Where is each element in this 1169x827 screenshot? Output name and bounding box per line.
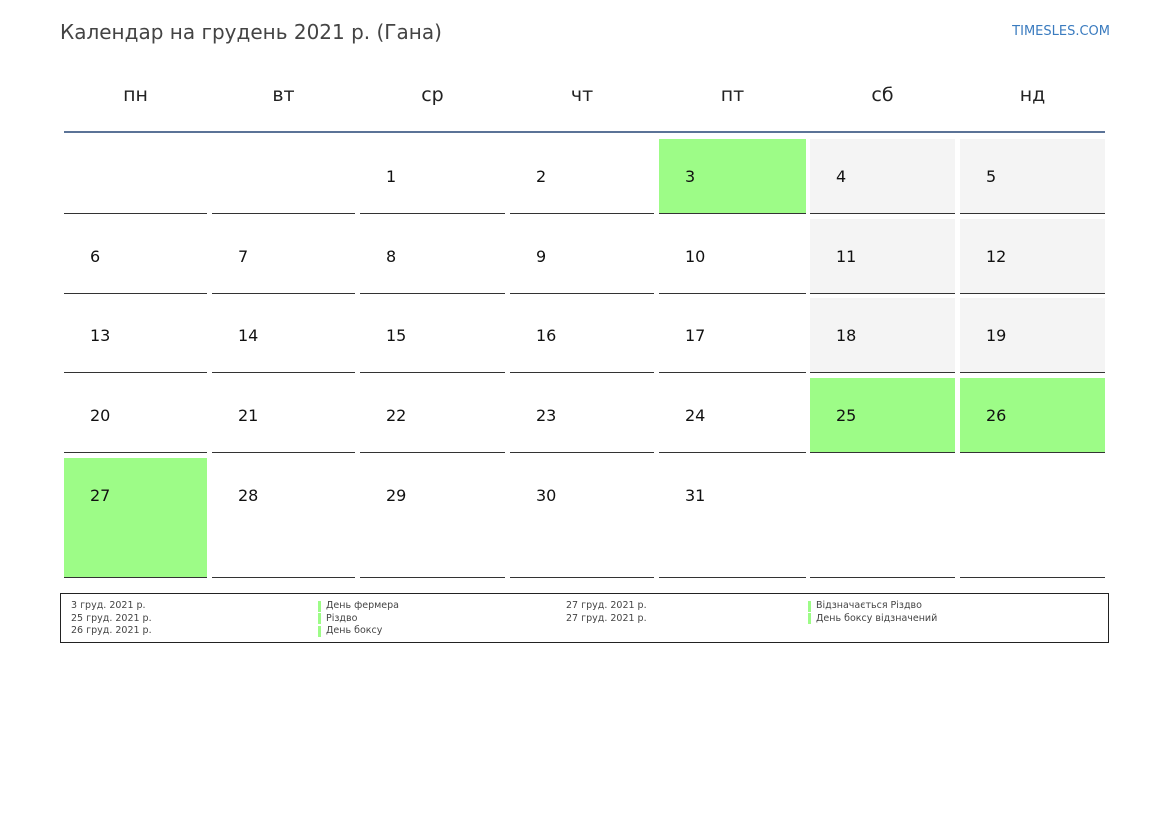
day-number: 6 xyxy=(90,247,101,266)
day-cell: 23 xyxy=(510,378,654,453)
weekday-label: пн xyxy=(123,84,148,106)
day-cell: 28 xyxy=(212,458,355,578)
day-cell: 29 xyxy=(360,458,505,578)
day-number: 2 xyxy=(536,167,547,186)
day-cell: 12 xyxy=(960,219,1105,294)
weekday-label: ср xyxy=(421,84,444,106)
day-number: 22 xyxy=(386,406,407,425)
day-number: 1 xyxy=(386,167,397,186)
day-number: 10 xyxy=(685,247,706,266)
day-cell: 27 xyxy=(64,458,207,578)
weekday-label: сб xyxy=(871,84,894,106)
day-number: 11 xyxy=(836,247,857,266)
day-cell: 15 xyxy=(360,298,505,373)
day-cell: 9 xyxy=(510,219,654,294)
day-number: 13 xyxy=(90,326,111,345)
day-number: 31 xyxy=(685,486,706,505)
day-cell: 25 xyxy=(810,378,955,453)
page-title: Календар на грудень 2021 р. (Гана) xyxy=(60,20,442,44)
header-divider xyxy=(64,131,1105,133)
day-cell: 3 xyxy=(659,139,806,214)
empty-day-cell xyxy=(810,458,955,578)
legend-holiday-name: Різдво xyxy=(326,612,358,624)
day-cell: 1 xyxy=(360,139,505,214)
day-number: 12 xyxy=(986,247,1007,266)
day-number: 17 xyxy=(685,326,706,345)
day-number: 25 xyxy=(836,406,857,425)
legend-color-marker xyxy=(318,600,321,612)
legend-color-marker xyxy=(318,613,321,624)
day-number: 9 xyxy=(536,247,547,266)
day-cell: 11 xyxy=(810,219,955,294)
day-number: 30 xyxy=(536,486,557,505)
legend-date: 3 груд. 2021 р. xyxy=(71,600,146,611)
day-number: 7 xyxy=(238,247,249,266)
legend-color-marker xyxy=(808,613,811,624)
day-number: 18 xyxy=(836,326,857,345)
day-cell: 5 xyxy=(960,139,1105,214)
legend-color-marker xyxy=(808,600,811,612)
day-cell: 20 xyxy=(64,378,207,453)
weekday-label: пт xyxy=(720,84,745,106)
day-number: 27 xyxy=(90,486,111,505)
day-number: 28 xyxy=(238,486,259,505)
day-cell: 24 xyxy=(659,378,806,453)
day-cell: 16 xyxy=(510,298,654,373)
day-number: 24 xyxy=(685,406,706,425)
legend-holiday-name: День фермера xyxy=(326,600,399,611)
weekday-label: нд xyxy=(1019,84,1046,106)
day-number: 20 xyxy=(90,406,111,425)
empty-day-cell xyxy=(212,139,355,214)
legend-date: 27 груд. 2021 р. xyxy=(566,600,647,611)
site-link[interactable]: TIMESLES.COM xyxy=(1012,24,1110,39)
holiday-legend: 3 груд. 2021 р. День фермера 25 груд. 2021… xyxy=(60,593,1109,643)
legend-color-marker xyxy=(318,625,321,637)
day-number: 5 xyxy=(986,167,997,186)
day-cell: 10 xyxy=(659,219,806,294)
day-cell: 14 xyxy=(212,298,355,373)
day-cell: 6 xyxy=(64,219,207,294)
day-number: 29 xyxy=(386,486,407,505)
day-number: 23 xyxy=(536,406,557,425)
day-cell: 30 xyxy=(510,458,654,578)
legend-date: 26 груд. 2021 р. xyxy=(71,625,152,636)
legend-holiday-name: День боксу відзначений xyxy=(816,612,938,624)
day-cell: 21 xyxy=(212,378,355,453)
legend-holiday-name: День боксу xyxy=(326,625,383,636)
day-cell: 17 xyxy=(659,298,806,373)
day-number: 26 xyxy=(986,406,1007,425)
legend-date: 25 груд. 2021 р. xyxy=(71,612,152,624)
day-number: 21 xyxy=(238,406,259,425)
day-number: 19 xyxy=(986,326,1007,345)
legend-date: 27 груд. 2021 р. xyxy=(566,612,647,624)
day-cell: 4 xyxy=(810,139,955,214)
day-cell: 2 xyxy=(510,139,654,214)
legend-holiday-name: Відзначається Різдво xyxy=(816,600,922,611)
day-number: 15 xyxy=(386,326,407,345)
day-number: 16 xyxy=(536,326,557,345)
day-number: 4 xyxy=(836,167,847,186)
weekday-label: вт xyxy=(272,84,295,106)
day-cell: 7 xyxy=(212,219,355,294)
empty-day-cell xyxy=(64,139,207,214)
day-number: 8 xyxy=(386,247,397,266)
day-cell: 26 xyxy=(960,378,1105,453)
weekday-header: пн вт ср чт пт сб нд xyxy=(64,84,1105,114)
day-cell: 13 xyxy=(64,298,207,373)
day-cell: 18 xyxy=(810,298,955,373)
day-number: 3 xyxy=(685,167,696,186)
day-cell: 19 xyxy=(960,298,1105,373)
empty-day-cell xyxy=(960,458,1105,578)
day-cell: 31 xyxy=(659,458,806,578)
day-number: 14 xyxy=(238,326,259,345)
day-cell: 22 xyxy=(360,378,505,453)
day-cell: 8 xyxy=(360,219,505,294)
weekday-label: чт xyxy=(570,84,594,106)
